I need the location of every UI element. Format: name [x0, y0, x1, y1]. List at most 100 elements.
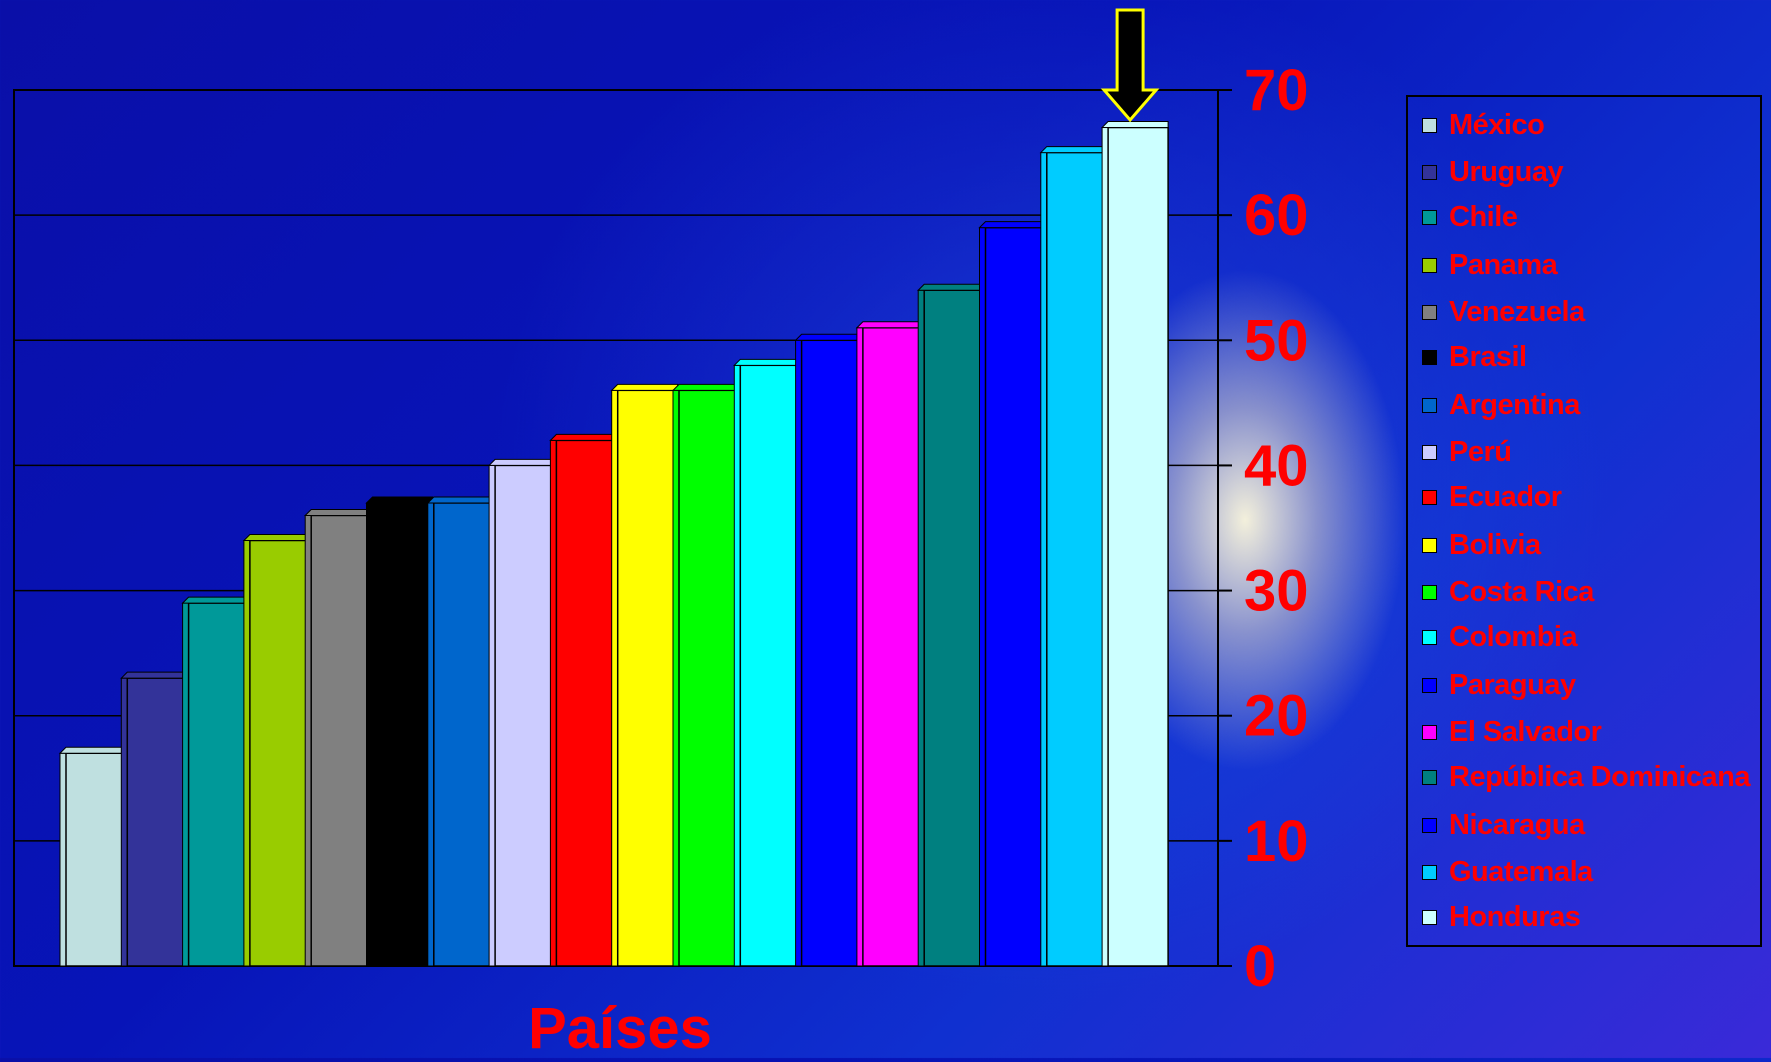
bar-top — [365, 496, 433, 504]
legend-item: Bolivia — [1422, 525, 1541, 565]
bar — [984, 226, 1047, 967]
bar-top — [1039, 146, 1108, 154]
bar — [494, 464, 556, 967]
legend-swatch — [1422, 724, 1437, 740]
y-tick-label: 70 — [1244, 58, 1309, 123]
legend-swatch — [1422, 304, 1437, 320]
bar — [249, 539, 311, 967]
legend-item: Guatemala — [1422, 852, 1593, 892]
bar-top — [426, 496, 495, 504]
bar-side — [979, 227, 986, 967]
bar-side — [366, 502, 373, 967]
bar-side — [243, 540, 251, 967]
legend-item: Ecuador — [1422, 477, 1562, 517]
y-tick-label: 60 — [1244, 183, 1309, 248]
legend-label: Venezuela — [1449, 295, 1585, 328]
legend-label: Bolivia — [1449, 528, 1541, 561]
bar-top — [120, 671, 188, 679]
legend-label: Guatemala — [1449, 855, 1593, 888]
legend-label: Ecuador — [1449, 480, 1562, 513]
bar — [310, 514, 372, 967]
legend-label: Panama — [1449, 248, 1558, 281]
legend-item: Argentina — [1422, 385, 1580, 425]
x-axis-title: Países — [528, 996, 712, 1061]
bar-top — [733, 358, 801, 366]
bar-side — [120, 677, 128, 967]
bar-top — [58, 746, 127, 754]
y-tick-label: 10 — [1244, 809, 1309, 874]
legend-swatch — [1422, 257, 1437, 273]
legend-swatch — [1422, 909, 1437, 925]
legend-label: Perú — [1449, 435, 1512, 468]
legend-item: República Dominicana — [1422, 757, 1751, 797]
bar — [126, 677, 189, 967]
bar-top — [242, 534, 311, 542]
legend-swatch — [1422, 817, 1437, 833]
y-tick-label: 0 — [1244, 934, 1276, 999]
bar-top — [794, 333, 863, 341]
bar-top — [303, 508, 372, 516]
legend-item: Panama — [1422, 245, 1558, 285]
bar-side — [488, 464, 496, 967]
y-tick-label: 50 — [1244, 308, 1309, 373]
legend-item: Uruguay — [1422, 152, 1564, 192]
bar — [862, 327, 924, 967]
legend-label: República Dominicana — [1449, 760, 1751, 793]
legend-item: Venezuela — [1422, 292, 1585, 332]
bar-top — [487, 458, 556, 466]
legend-label: Paraguay — [1449, 668, 1576, 701]
legend-swatch — [1422, 209, 1437, 225]
bar-top — [610, 383, 679, 391]
legend-label: México — [1449, 108, 1545, 141]
legend-item: Colombia — [1422, 617, 1578, 657]
legend-swatch — [1422, 864, 1437, 880]
legend-swatch — [1422, 397, 1437, 413]
legend-swatch — [1422, 584, 1437, 600]
legend-swatch — [1422, 537, 1437, 553]
legend-label: Nicaragua — [1449, 808, 1585, 841]
bar-top — [181, 596, 250, 604]
y-tick-label: 30 — [1244, 559, 1309, 624]
highlight-arrow-icon — [1100, 8, 1160, 123]
legend-label: Uruguay — [1449, 155, 1564, 188]
bar — [616, 389, 679, 967]
bar-top — [978, 221, 1046, 229]
legend-item: Costa Rica — [1422, 572, 1594, 612]
legend-label: Honduras — [1449, 900, 1581, 933]
legend-item: México — [1422, 105, 1545, 145]
legend-swatch — [1422, 164, 1437, 180]
bar — [800, 339, 863, 967]
bar-top — [549, 433, 617, 441]
bar — [555, 439, 618, 967]
legend-item: Nicaragua — [1422, 805, 1585, 845]
bar-side — [549, 439, 557, 967]
legend-item: Perú — [1422, 432, 1512, 472]
legend-label: Colombia — [1449, 620, 1578, 653]
bar-side — [795, 339, 803, 967]
legend-label: Argentina — [1449, 388, 1580, 421]
bar — [187, 602, 250, 967]
bar — [433, 502, 495, 967]
y-tick-label: 40 — [1244, 433, 1309, 498]
bar-side — [59, 752, 67, 967]
legend-item: Paraguay — [1422, 665, 1576, 705]
chart-legend: México Uruguay Chile Panama Venezuela Brasil A… — [1406, 95, 1762, 947]
bar-top — [916, 283, 985, 291]
legend-swatch — [1422, 677, 1437, 693]
legend-label: Brasil — [1449, 340, 1527, 373]
bar-side — [304, 514, 312, 967]
legend-label: Chile — [1449, 200, 1518, 233]
bar-side — [917, 289, 925, 967]
bar-side — [1040, 152, 1048, 967]
legend-swatch — [1422, 117, 1437, 133]
legend-swatch — [1422, 629, 1437, 645]
y-tick-label: 20 — [1244, 684, 1309, 749]
legend-label: Costa Rica — [1449, 575, 1594, 608]
bar — [1046, 151, 1108, 967]
bar-side — [1101, 127, 1109, 967]
bar — [678, 389, 740, 967]
legend-item: El Salvador — [1422, 712, 1602, 752]
bar-top — [1100, 121, 1169, 129]
